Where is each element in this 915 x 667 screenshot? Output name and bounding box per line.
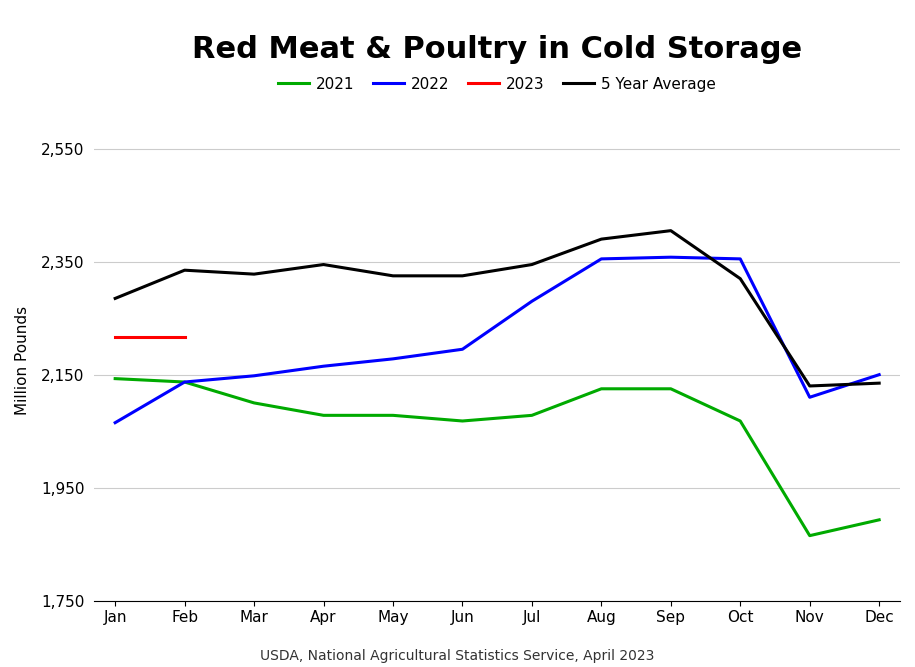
2023	[179, 333, 190, 341]
2022	[804, 394, 815, 402]
5 Year Average	[874, 379, 885, 387]
2023	[110, 333, 121, 341]
2021	[735, 417, 746, 425]
Line: 2022: 2022	[115, 257, 879, 423]
5 Year Average	[665, 227, 676, 235]
2021	[110, 375, 121, 383]
2021	[387, 412, 398, 420]
5 Year Average	[596, 235, 607, 243]
5 Year Average	[249, 270, 260, 278]
5 Year Average	[457, 272, 468, 280]
5 Year Average	[318, 261, 329, 269]
2021	[596, 385, 607, 393]
2022	[110, 419, 121, 427]
Title: Red Meat & Poultry in Cold Storage: Red Meat & Poultry in Cold Storage	[192, 35, 802, 64]
Line: 5 Year Average: 5 Year Average	[115, 231, 879, 386]
Line: 2021: 2021	[115, 379, 879, 536]
2021	[874, 516, 885, 524]
Legend: 2021, 2022, 2023, 5 Year Average: 2021, 2022, 2023, 5 Year Average	[272, 71, 723, 98]
2022	[387, 355, 398, 363]
Text: USDA, National Agricultural Statistics Service, April 2023: USDA, National Agricultural Statistics S…	[260, 650, 655, 663]
5 Year Average	[179, 266, 190, 274]
2021	[318, 412, 329, 420]
2022	[735, 255, 746, 263]
2021	[665, 385, 676, 393]
5 Year Average	[110, 294, 121, 302]
5 Year Average	[387, 272, 398, 280]
Y-axis label: Million Pounds: Million Pounds	[15, 306, 30, 415]
2022	[179, 378, 190, 386]
2021	[526, 412, 537, 420]
5 Year Average	[526, 261, 537, 269]
2022	[249, 372, 260, 380]
2022	[318, 362, 329, 370]
2022	[874, 371, 885, 379]
2021	[457, 417, 468, 425]
2022	[526, 297, 537, 305]
2022	[596, 255, 607, 263]
5 Year Average	[735, 275, 746, 283]
2021	[179, 378, 190, 386]
2021	[804, 532, 815, 540]
5 Year Average	[804, 382, 815, 390]
2022	[457, 346, 468, 354]
2021	[249, 399, 260, 407]
2022	[665, 253, 676, 261]
